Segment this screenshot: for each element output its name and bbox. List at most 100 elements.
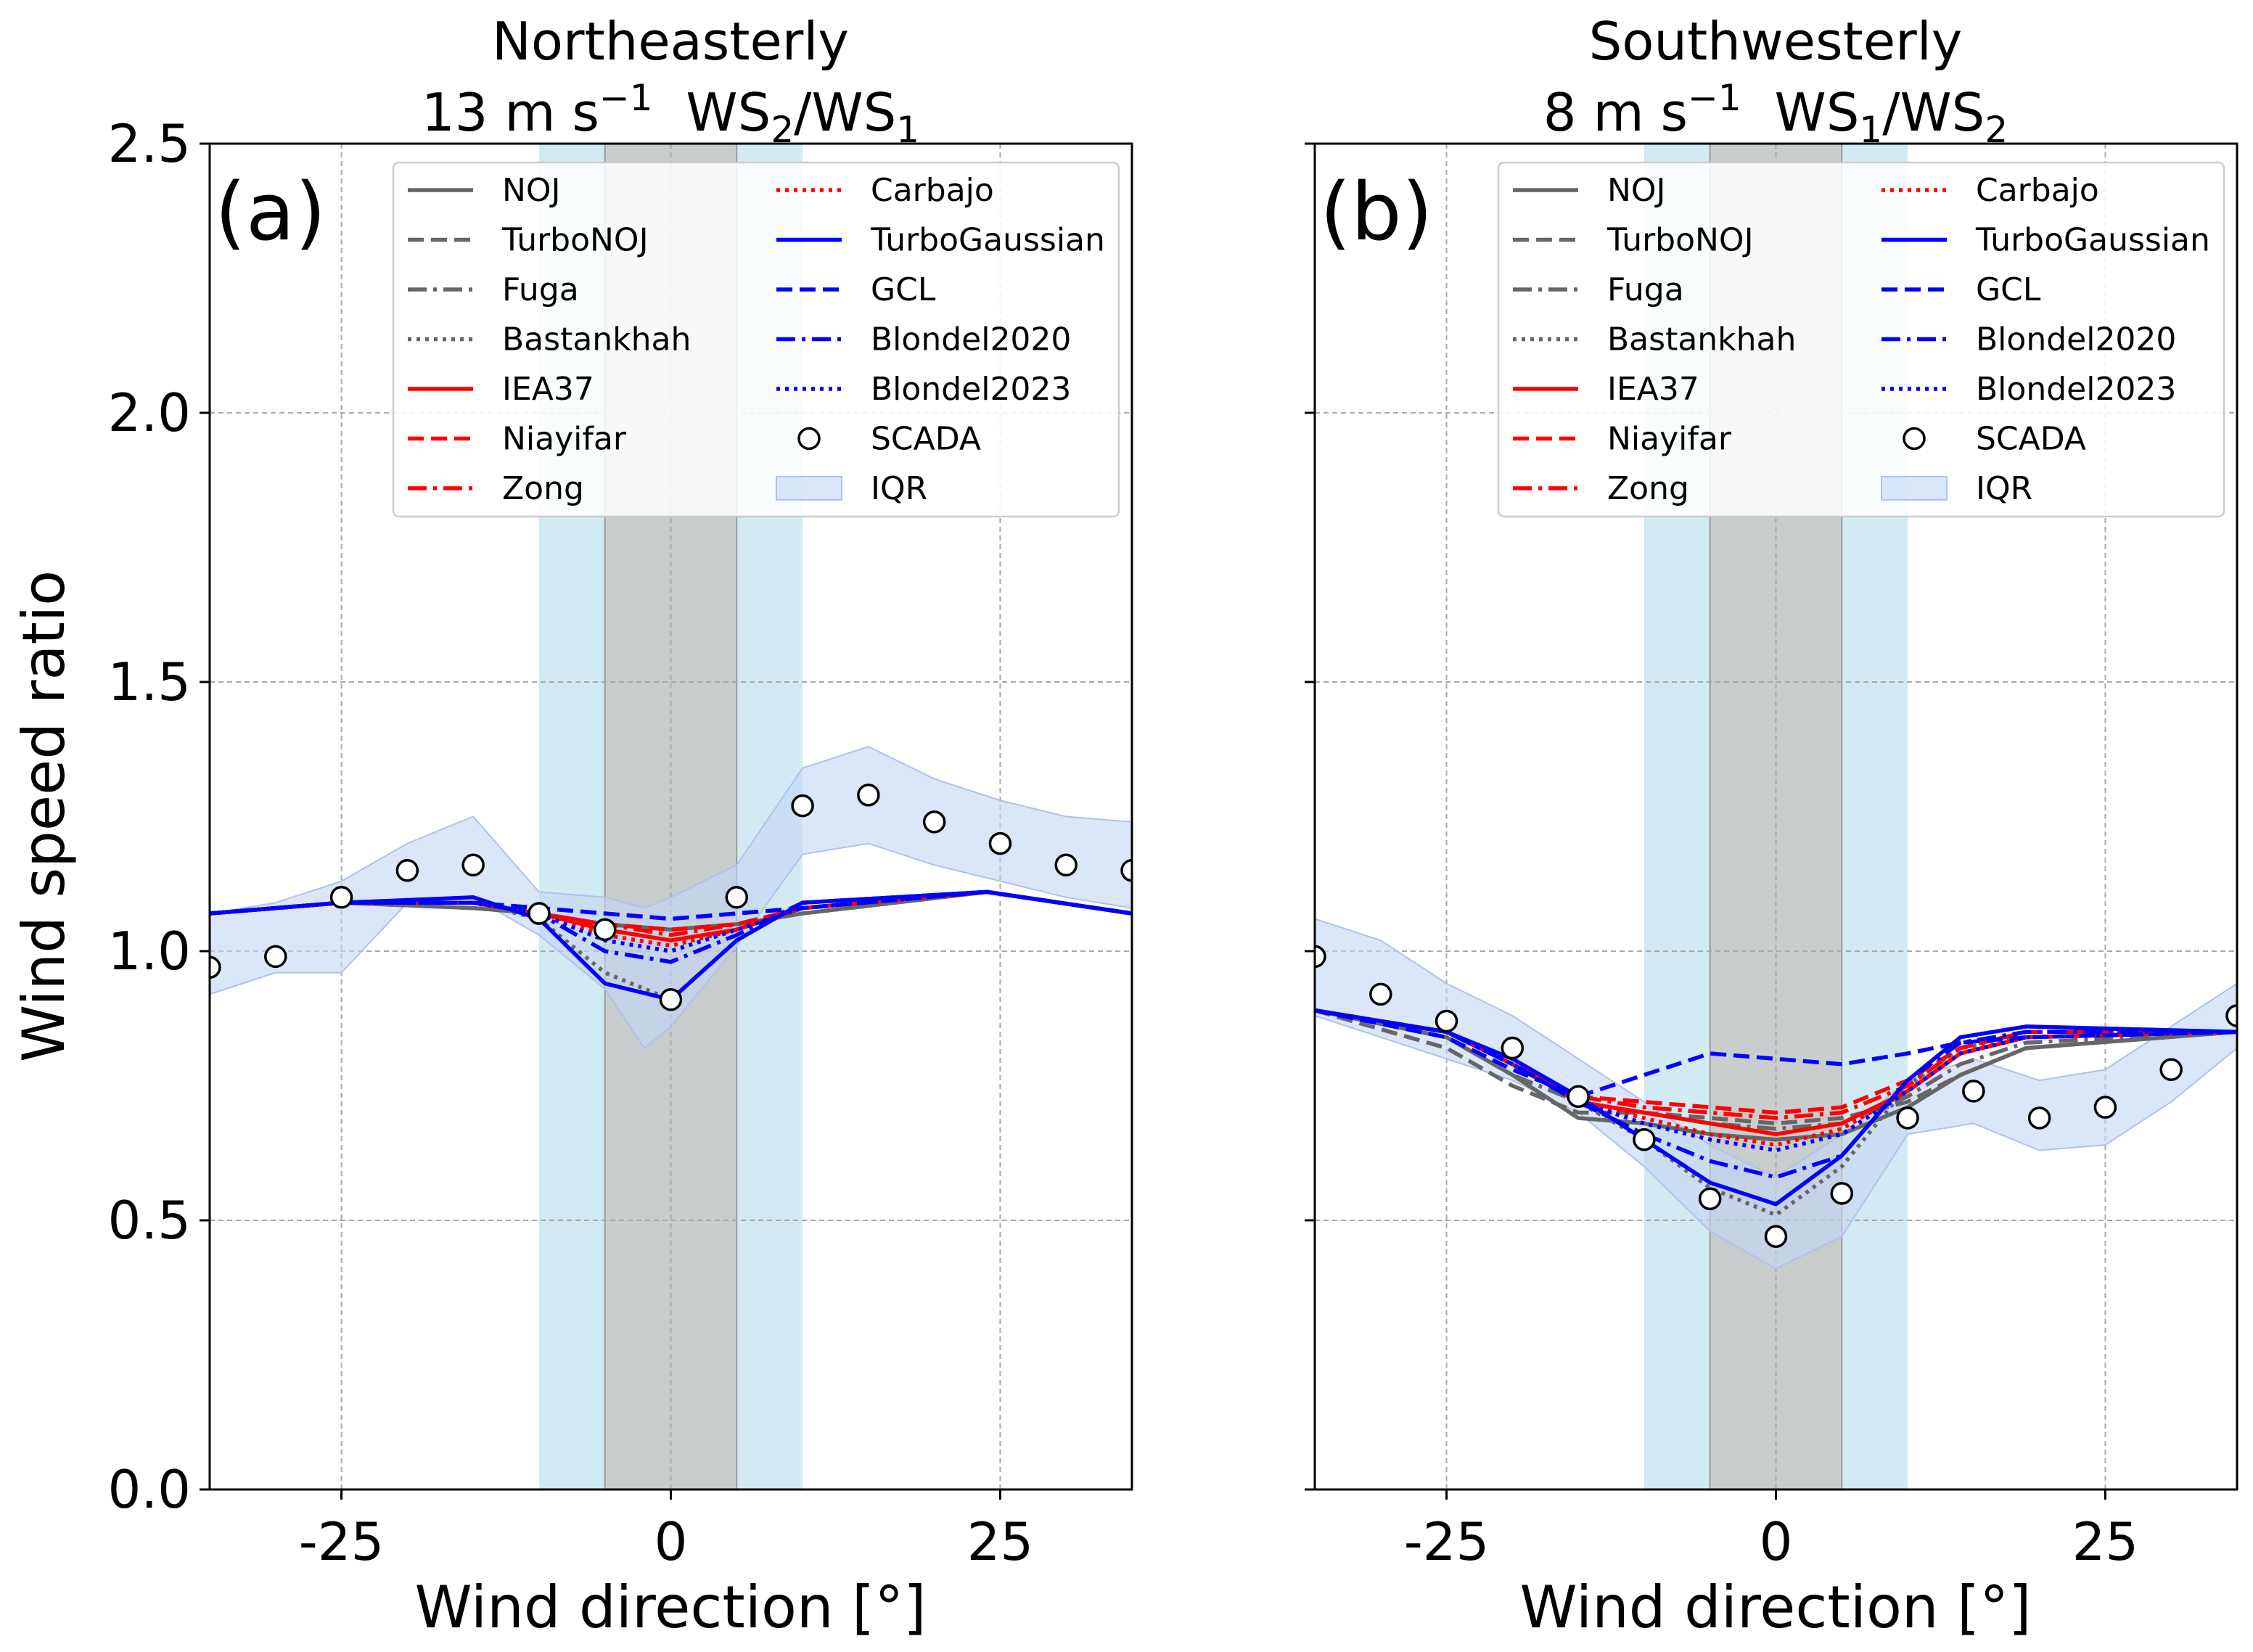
- panel-a-ytick-label: 0.5: [107, 1190, 191, 1251]
- panel-b-scada-point: [2027, 1106, 2051, 1130]
- panel-b-scada-point: [1567, 1085, 1590, 1109]
- panel-a-ytick-label: 1.5: [107, 652, 191, 712]
- panel-b: -25 0 25 (b) Southwesterly 8 m s−1 WS1/WS2…: [1305, 11, 2238, 1641]
- panel-b-legend-box: [1497, 161, 2225, 518]
- panel-b-title-line1: Southwesterly: [1589, 11, 1963, 72]
- panel-b-title-exp: −1: [1688, 77, 1741, 119]
- panel-b-line-blondel2023: [1315, 1008, 2237, 1153]
- panel-a-scada-point: [593, 918, 617, 942]
- panel-a-legend-gcl-label: GCL: [871, 271, 936, 308]
- panel-a-scada-point: [988, 831, 1012, 855]
- panel-b-scada-point: [1315, 945, 1326, 969]
- panel-b-title-ws-a: WS: [1775, 82, 1860, 143]
- panel-b-legend-bastankhah-label: Bastankhah: [1607, 321, 1796, 358]
- panel-b-title-ws-a-sub: 1: [1859, 109, 1882, 151]
- panel-b-legend-turbonoj-label: TurboNOJ: [1606, 222, 1754, 259]
- panel-a-scada-point: [791, 794, 814, 818]
- panel-b-legend: NOJ TurboNOJ Fuga Bastankhah IEA37 Niayifar Zo…: [1497, 161, 2225, 518]
- panel-a-legend-scada-label: SCADA: [871, 421, 981, 458]
- panel-a-yticks: 0.0 0.5 1.0 1.5 2.0 2.5: [107, 113, 210, 1520]
- panel-a-legend-iea37-label: IEA37: [502, 371, 594, 408]
- panel-a-legend-fuga-label: Fuga: [502, 271, 579, 308]
- panel-b-legend-scada-swatch: [1903, 427, 1926, 451]
- panel-a-legend-zong-label: Zong: [502, 470, 584, 507]
- panel-a-legend-noj-label: NOJ: [502, 172, 561, 209]
- panel-a-legend-box: [392, 161, 1120, 518]
- panel-a-line-blondel2020: [210, 889, 1132, 964]
- panel-a-label: (a): [215, 165, 326, 258]
- panel-a-scada-point: [725, 886, 749, 909]
- panel-a-scada-point: [659, 988, 683, 1011]
- panel-b-xtick-label: 25: [2072, 1511, 2139, 1572]
- panel-b-line-gcl: [1315, 1008, 2237, 1099]
- panel-b-xticks: -25 0 25: [1404, 1489, 2138, 1572]
- panel-b-scada-point: [1830, 1182, 1854, 1205]
- panel-b-scada: [1315, 945, 2237, 1249]
- y-axis-label: Wind speed ratio: [10, 570, 78, 1062]
- panel-b-legend-fuga-label: Fuga: [1607, 271, 1684, 308]
- panel-b-scada-point: [1633, 1127, 1656, 1151]
- panel-a-line-turbogaussian: [210, 889, 1132, 1002]
- panel-b-legend-gcl-label: GCL: [1976, 271, 2041, 308]
- panel-a-scada-point: [461, 853, 485, 877]
- panel-a-legend-turbogaussian-label: TurboGaussian: [870, 222, 1105, 259]
- panel-b-scada-point: [1435, 1009, 1458, 1033]
- panel-a-line-blondel2023: [210, 889, 1132, 953]
- panel-b-scada-point: [1369, 982, 1392, 1006]
- panel-a-legend-scada-swatch: [797, 427, 821, 451]
- panel-b-xlabel: Wind direction [°]: [1520, 1574, 2032, 1641]
- panel-b-legend-turbogaussian-label: TurboGaussian: [1975, 222, 2210, 259]
- panel-b-scada-point: [1896, 1106, 1919, 1130]
- panel-a-xtick-label: 25: [967, 1511, 1034, 1572]
- panel-b-legend-zong-label: Zong: [1607, 470, 1689, 507]
- panel-a-title-ws-b-sub: 1: [896, 109, 919, 151]
- panel-b-label: (b): [1320, 165, 1433, 258]
- panel-b-title-speed: 8 m s: [1543, 82, 1688, 143]
- panel-b-scada-point: [1698, 1187, 1722, 1211]
- panel-a-scada: [210, 784, 1132, 1011]
- panel-a-title-speed: 13 m s: [422, 82, 599, 143]
- panel-a: -25 0 25 0.0 0.5 1.0 1.5 2.0 2.5 (a) Northeaste…: [107, 11, 1133, 1641]
- panel-b-line-turbogaussian: [1315, 1008, 2237, 1207]
- panel-a-scada-point: [210, 956, 221, 979]
- panel-b-legend-iea37-label: IEA37: [1607, 371, 1699, 408]
- panel-a-series: [210, 889, 1132, 1002]
- panel-b-legend-blondel2023-label: Blondel2023: [1976, 371, 2176, 408]
- panel-a-legend-blondel2023-label: Blondel2023: [871, 371, 1071, 408]
- panel-b-legend-iqr-label: IQR: [1976, 470, 2032, 507]
- panel-a-legend: NOJ TurboNOJ Fuga Bastankhah IEA37 Niayifar Zo…: [392, 161, 1120, 518]
- panel-a-scada-point: [922, 810, 946, 834]
- panel-b-title-line2: 8 m s−1 WS1/WS2: [1543, 77, 2008, 151]
- panel-b-legend-blondel2020-label: Blondel2020: [1976, 321, 2176, 358]
- panel-b-line-fuga: [1315, 1008, 2237, 1131]
- panel-a-title-exp: −1: [599, 77, 653, 119]
- panel-a-xtick-label: -25: [299, 1511, 385, 1572]
- panel-a-legend-blondel2020-label: Blondel2020: [871, 321, 1071, 358]
- panel-a-legend-carbajo-label: Carbajo: [871, 172, 994, 209]
- panel-b-legend-iqr-swatch: [1881, 476, 1948, 501]
- panel-b-line-turbonoj: [1315, 1008, 2237, 1126]
- panel-a-scada-point: [395, 858, 419, 882]
- panel-a-scada-point: [1120, 858, 1132, 882]
- panel-b-scada-point: [1962, 1080, 1985, 1103]
- panel-a-scada-point: [857, 784, 880, 807]
- panel-a-title-line1: Northeasterly: [492, 11, 849, 72]
- panel-b-title-ws-b-sub: 2: [1985, 109, 2008, 151]
- panel-b-xtick-label: 0: [1760, 1511, 1793, 1572]
- panel-a-ytick-label: 1.0: [107, 921, 191, 982]
- panel-b-scada-point: [2159, 1058, 2183, 1081]
- panel-a-xtick-label: 0: [654, 1511, 688, 1572]
- panel-a-xticks: -25 0 25: [299, 1489, 1033, 1572]
- panel-a-legend-bastankhah-label: Bastankhah: [502, 321, 691, 358]
- panel-a-xlabel: Wind direction [°]: [415, 1574, 927, 1641]
- panel-b-yticks: [1305, 142, 1315, 1491]
- panel-b-series: [1315, 1008, 2237, 1217]
- panel-a-legend-iqr-swatch: [776, 476, 842, 501]
- panel-b-xtick-label: -25: [1404, 1511, 1490, 1572]
- panel-b-legend-scada-label: SCADA: [1976, 421, 2086, 458]
- panel-a-ytick-label: 0.0: [107, 1459, 191, 1520]
- panel-a-legend-turbonoj-label: TurboNOJ: [501, 222, 649, 259]
- panel-b-scada-point: [2093, 1096, 2117, 1119]
- panel-b-title-ws-b: /WS: [1882, 82, 1985, 143]
